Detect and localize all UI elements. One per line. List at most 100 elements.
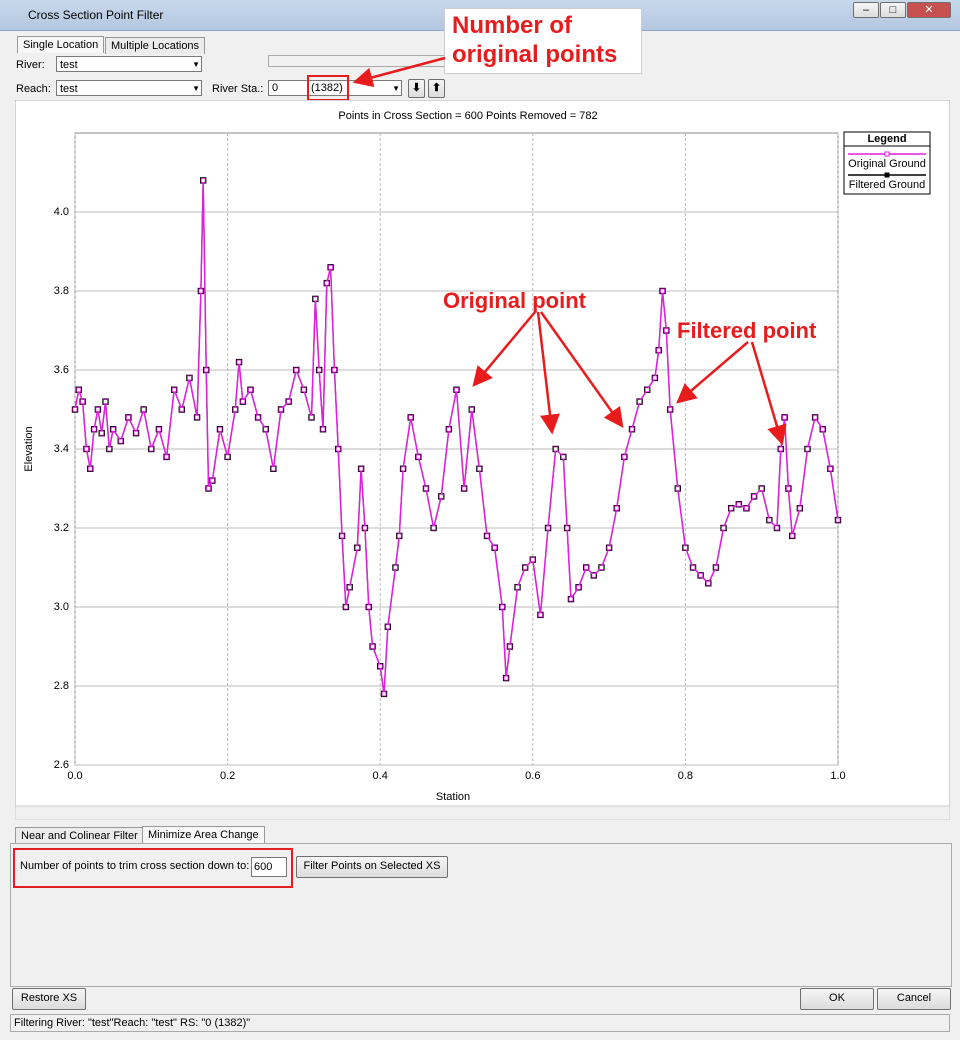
scrollbar[interactable]	[15, 805, 950, 820]
data-point	[690, 565, 696, 570]
data-point	[270, 466, 276, 472]
data-point	[591, 572, 597, 578]
data-point	[396, 533, 402, 539]
progress-bar	[268, 55, 460, 67]
data-point	[72, 407, 78, 412]
data-point	[203, 367, 209, 373]
data-point	[328, 264, 334, 270]
data-point	[80, 399, 86, 405]
legend-marker	[884, 172, 890, 178]
data-point	[200, 178, 206, 183]
tab[interactable]: Single Location	[17, 36, 105, 53]
restore-button[interactable]: Restore XS	[12, 988, 86, 1010]
data-point	[324, 280, 330, 286]
data-point	[332, 367, 337, 373]
data-point	[187, 375, 192, 381]
x-tick-label: 1.0	[830, 770, 845, 782]
data-point	[133, 430, 139, 436]
data-point	[599, 565, 604, 570]
tab[interactable]: Minimize Area Change	[142, 826, 265, 843]
filter-button[interactable]: Filter Points on Selected XS	[296, 856, 448, 878]
annotation: Number of original points	[452, 12, 618, 68]
data-point	[335, 446, 341, 452]
legend-label: Filtered Ground	[849, 179, 925, 191]
x-tick-label: 0.4	[373, 770, 388, 782]
cancel-button[interactable]: Cancel	[877, 988, 951, 1010]
minimize-button[interactable]: –	[853, 2, 879, 18]
data-point	[782, 414, 787, 420]
data-point	[683, 545, 688, 551]
up-button[interactable]: ⬆	[428, 79, 445, 98]
data-point	[568, 596, 574, 602]
data-point	[393, 565, 398, 570]
maximize-button[interactable]: □	[880, 2, 906, 18]
data-point	[759, 486, 765, 491]
data-point	[553, 446, 559, 452]
data-point	[320, 426, 326, 432]
data-point	[309, 414, 314, 420]
data-point	[538, 612, 543, 618]
data-point	[415, 454, 421, 460]
data-point	[515, 584, 520, 590]
data-point	[179, 407, 185, 412]
chart-title: Points in Cross Section = 600 Points Rem…	[338, 110, 597, 122]
reach-combo[interactable]: test	[56, 80, 202, 97]
tab[interactable]: Near and Colinear Filter	[15, 827, 144, 844]
data-point	[362, 525, 368, 531]
data-point	[232, 407, 238, 412]
river-combo[interactable]: test	[56, 56, 202, 73]
data-point	[484, 533, 490, 539]
data-point	[358, 466, 364, 472]
data-point	[103, 399, 108, 405]
legend-label: Original Ground	[848, 158, 926, 170]
down-button[interactable]: ⬇	[408, 79, 425, 98]
data-point	[126, 414, 131, 420]
y-tick-label: 4.0	[54, 206, 69, 218]
legend-box	[843, 131, 931, 195]
data-point	[240, 399, 246, 405]
data-point	[431, 525, 437, 531]
data-point	[385, 624, 391, 630]
data-point	[236, 359, 242, 365]
data-point	[576, 584, 581, 590]
data-point	[652, 375, 658, 381]
data-point	[476, 466, 482, 472]
data-point	[644, 387, 650, 393]
data-point	[713, 565, 719, 570]
close-button[interactable]: ✕	[907, 2, 951, 18]
legend-marker	[884, 151, 890, 157]
data-point	[366, 604, 372, 610]
data-point	[499, 604, 505, 610]
data-point	[698, 572, 704, 578]
data-point	[278, 407, 284, 412]
data-point	[492, 545, 498, 551]
data-point	[255, 414, 261, 420]
data-point	[95, 407, 101, 412]
trim-input[interactable]: 600	[251, 857, 287, 877]
status-bar: Filtering River: "test"Reach: "test" RS:…	[10, 1014, 950, 1032]
station-value: 0	[272, 82, 279, 94]
data-point	[744, 505, 749, 511]
data-point	[667, 407, 673, 412]
ok-button[interactable]: OK	[800, 988, 874, 1010]
data-point	[564, 525, 570, 531]
data-point	[347, 584, 353, 590]
data-point	[400, 466, 406, 472]
data-point	[263, 426, 269, 432]
tab[interactable]: Multiple Locations	[105, 37, 206, 54]
data-point	[286, 399, 292, 405]
window-title: Cross Section Point Filter	[28, 8, 164, 22]
data-point	[835, 517, 841, 523]
data-point	[778, 446, 784, 452]
data-point	[560, 454, 566, 460]
data-point	[156, 426, 162, 432]
trim-label: Number of points to trim cross section d…	[20, 860, 250, 872]
data-point	[629, 426, 635, 432]
data-point	[721, 525, 726, 531]
chart: Points in Cross Section = 600 Points Rem…	[15, 100, 950, 820]
data-point	[656, 347, 662, 353]
data-point	[789, 533, 795, 539]
x-axis-label: Station	[436, 791, 470, 803]
data-point	[805, 446, 810, 452]
data-point	[751, 493, 757, 499]
